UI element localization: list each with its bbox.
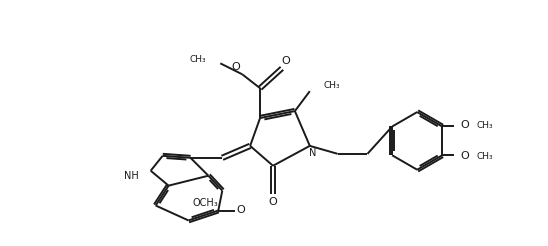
Text: OCH₃: OCH₃ (192, 198, 218, 208)
Text: O: O (282, 56, 290, 66)
Text: O: O (460, 151, 469, 161)
Text: O: O (269, 197, 277, 207)
Text: NH: NH (124, 171, 139, 181)
Text: CH₃: CH₃ (324, 81, 340, 90)
Text: O: O (460, 121, 469, 130)
Text: CH₃: CH₃ (477, 152, 494, 161)
Text: O: O (232, 62, 241, 72)
Text: O: O (237, 204, 246, 215)
Text: N: N (309, 148, 316, 158)
Text: CH₃: CH₃ (190, 55, 207, 64)
Text: CH₃: CH₃ (477, 121, 494, 130)
